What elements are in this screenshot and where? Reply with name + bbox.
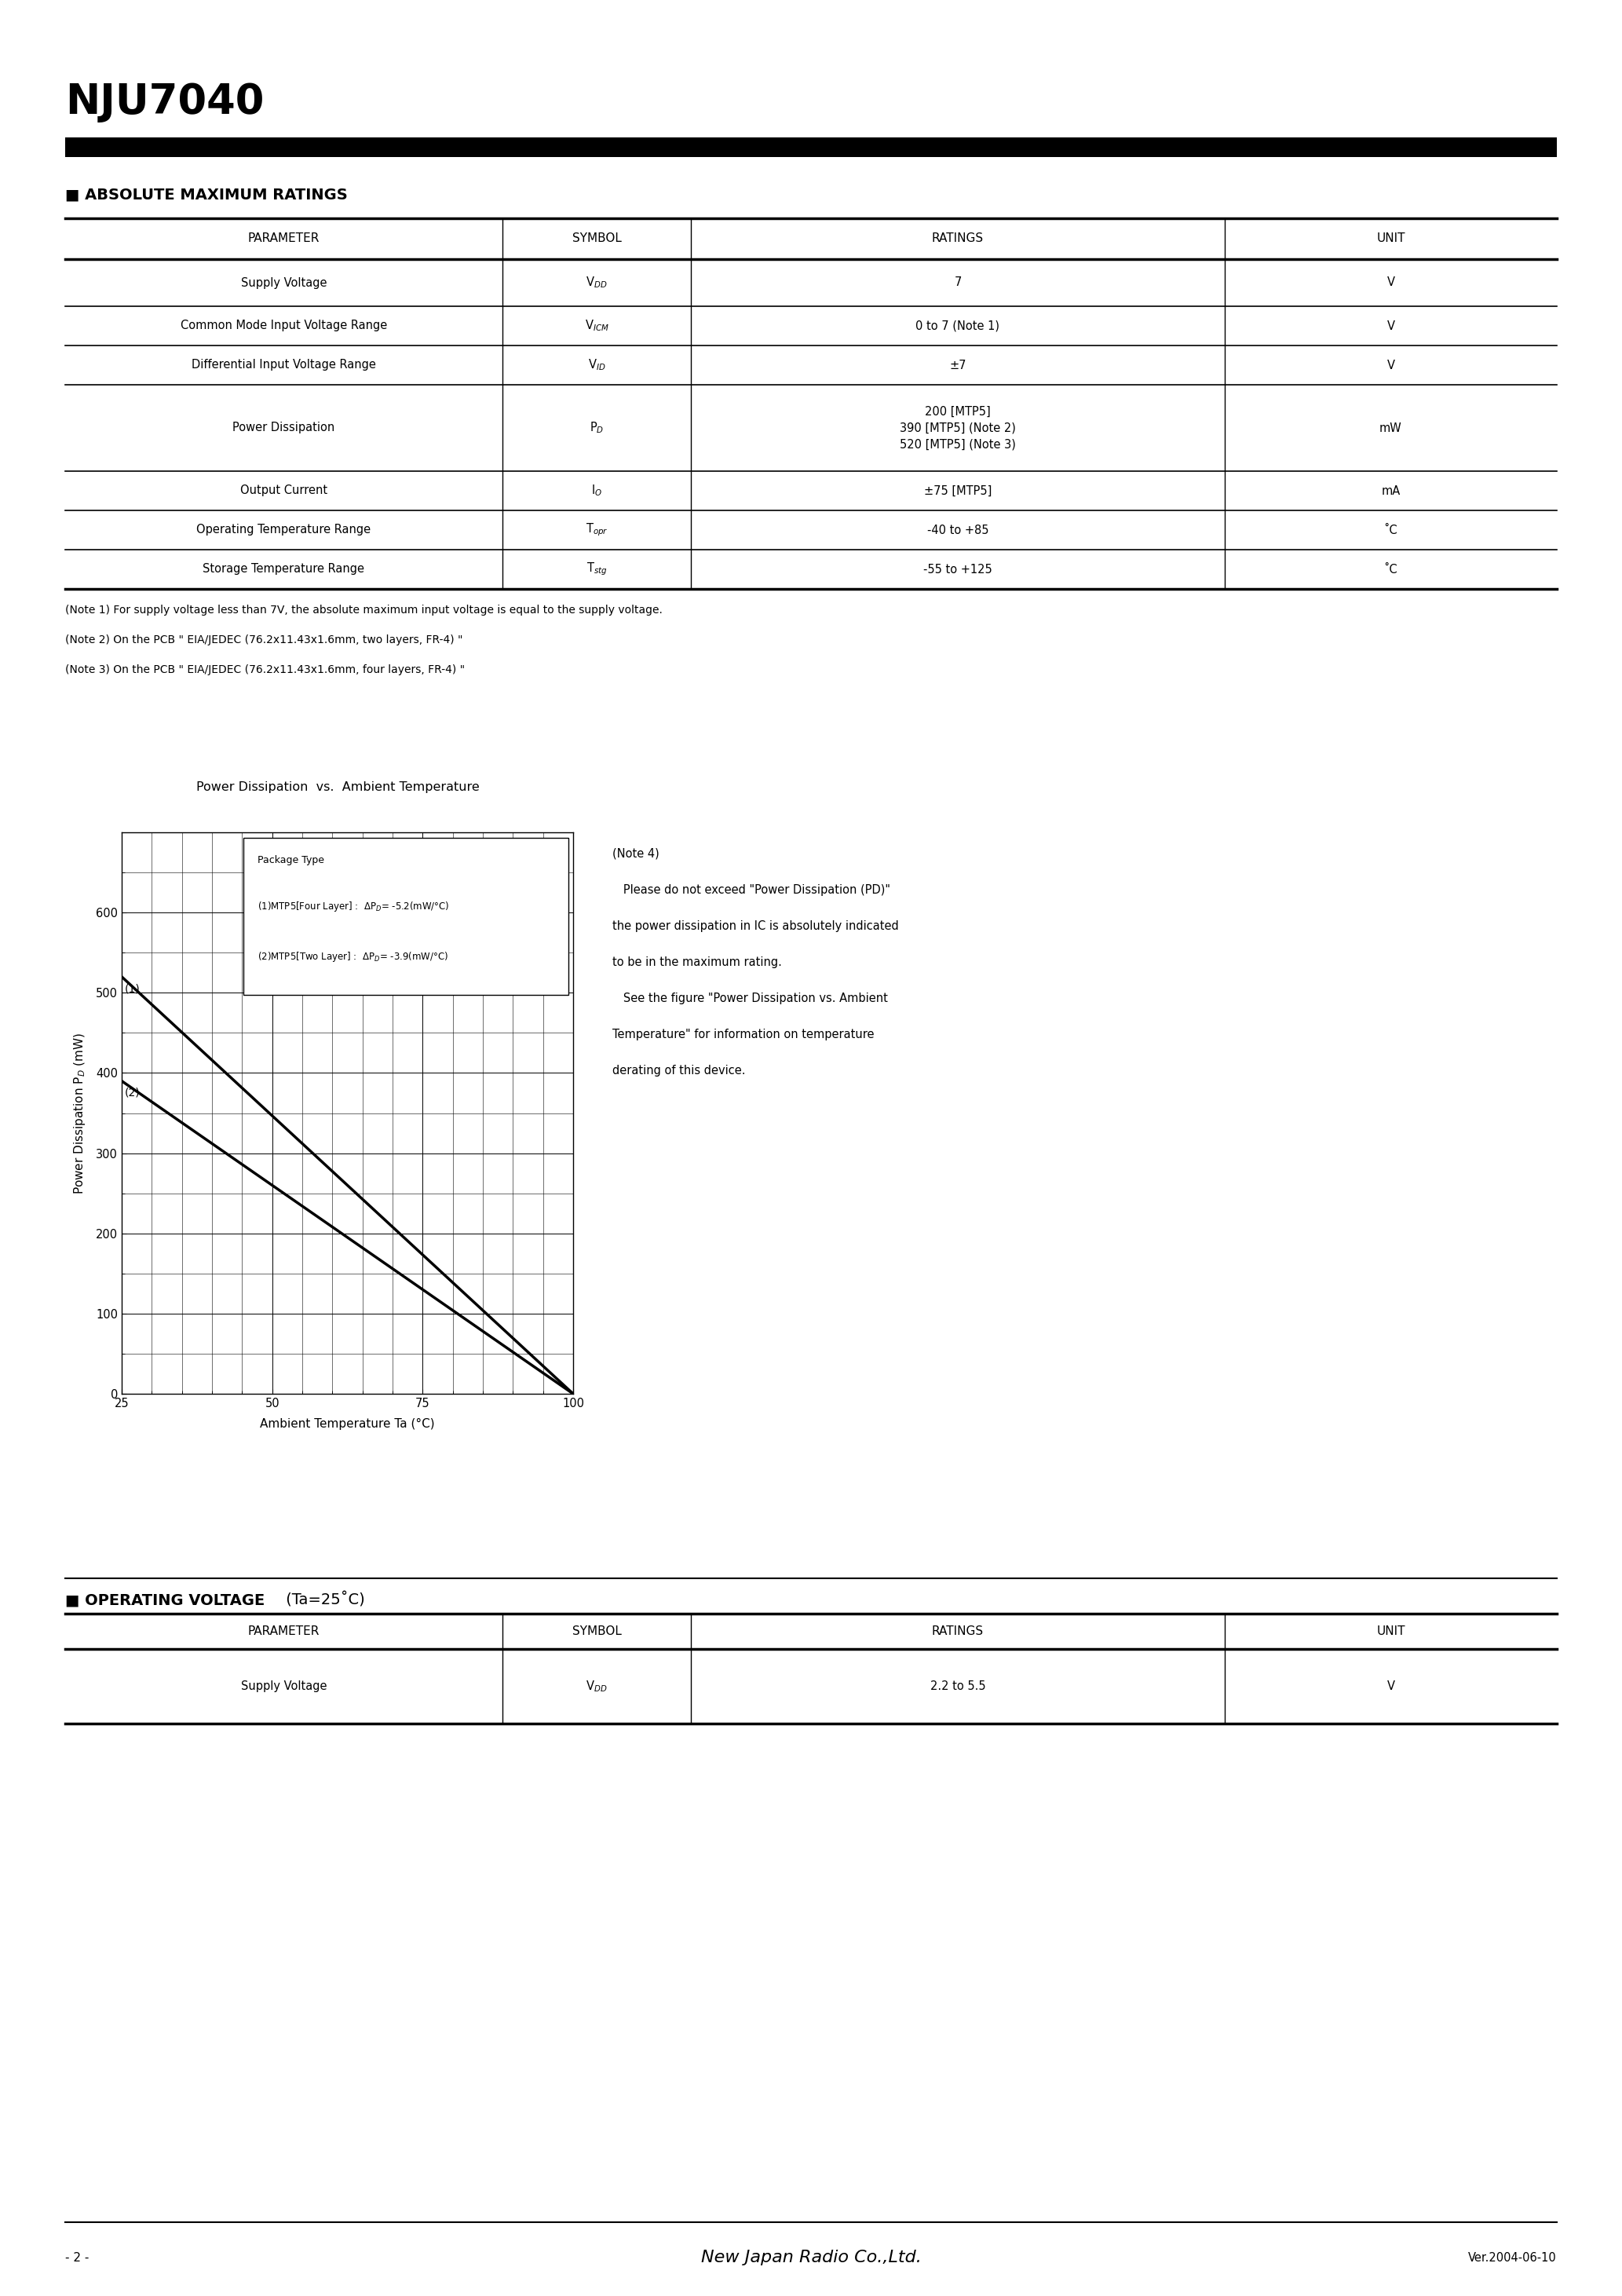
Text: SYMBOL: SYMBOL (573, 232, 621, 246)
Text: 2.2 to 5.5: 2.2 to 5.5 (929, 1681, 986, 1692)
Text: to be in the maximum rating.: to be in the maximum rating. (613, 957, 782, 969)
Text: P$_{D}$: P$_{D}$ (589, 420, 603, 436)
Text: UNIT: UNIT (1377, 1626, 1405, 1637)
Text: V: V (1387, 319, 1395, 331)
Text: I$_{O}$: I$_{O}$ (590, 484, 602, 498)
Text: derating of this device.: derating of this device. (613, 1065, 746, 1077)
Text: Power Dissipation  vs.  Ambient Temperature: Power Dissipation vs. Ambient Temperatur… (196, 781, 478, 792)
Text: V: V (1387, 1681, 1395, 1692)
Text: New Japan Radio Co.,Ltd.: New Japan Radio Co.,Ltd. (701, 2250, 921, 2266)
Text: Temperature" for information on temperature: Temperature" for information on temperat… (613, 1029, 874, 1040)
Text: (2)MTP5[Two Layer] :  ΔP$_D$= -3.9(mW/°C): (2)MTP5[Two Layer] : ΔP$_D$= -3.9(mW/°C) (258, 951, 448, 964)
Text: the power dissipation in IC is absolutely indicated: the power dissipation in IC is absolutel… (613, 921, 899, 932)
Text: Operating Temperature Range: Operating Temperature Range (196, 523, 371, 535)
Text: Ver.2004-06-10: Ver.2004-06-10 (1468, 2252, 1557, 2264)
Text: Supply Voltage: Supply Voltage (240, 278, 326, 289)
Text: - 2 -: - 2 - (65, 2252, 89, 2264)
Text: Storage Temperature Range: Storage Temperature Range (203, 563, 365, 576)
Text: T$_{opr}$: T$_{opr}$ (586, 521, 608, 537)
Text: V: V (1387, 358, 1395, 372)
Text: PARAMETER: PARAMETER (248, 1626, 320, 1637)
Text: V$_{DD}$: V$_{DD}$ (586, 276, 608, 289)
Text: SYMBOL: SYMBOL (573, 1626, 621, 1637)
Text: (Ta=25˚C): (Ta=25˚C) (281, 1593, 365, 1607)
Text: ˚C: ˚C (1384, 523, 1398, 535)
Text: -40 to +85: -40 to +85 (928, 523, 989, 535)
Text: (1): (1) (125, 983, 139, 994)
Text: UNIT: UNIT (1377, 232, 1405, 246)
X-axis label: Ambient Temperature Ta (°C): Ambient Temperature Ta (°C) (260, 1419, 435, 1430)
Bar (243, 838, 569, 994)
Text: Package Type: Package Type (258, 854, 324, 866)
Text: -55 to +125: -55 to +125 (923, 563, 993, 576)
Text: Power Dissipation: Power Dissipation (232, 422, 334, 434)
Text: ±75 [MTP5]: ±75 [MTP5] (925, 484, 991, 496)
Text: Differential Input Voltage Range: Differential Input Voltage Range (191, 358, 376, 372)
Text: ■ OPERATING VOLTAGE: ■ OPERATING VOLTAGE (65, 1593, 264, 1607)
Text: 200 [MTP5]
390 [MTP5] (Note 2)
520 [MTP5] (Note 3): 200 [MTP5] 390 [MTP5] (Note 2) 520 [MTP5… (900, 406, 1015, 450)
Text: V$_{ID}$: V$_{ID}$ (587, 358, 605, 372)
Text: PARAMETER: PARAMETER (248, 232, 320, 246)
Text: (1)MTP5[Four Layer] :  ΔP$_D$= -5.2(mW/°C): (1)MTP5[Four Layer] : ΔP$_D$= -5.2(mW/°C… (258, 900, 449, 914)
Text: RATINGS: RATINGS (933, 1626, 985, 1637)
Text: (Note 2) On the PCB " EIA/JEDEC (76.2x11.43x1.6mm, two layers, FR-4) ": (Note 2) On the PCB " EIA/JEDEC (76.2x11… (65, 634, 462, 645)
Text: ■ ABSOLUTE MAXIMUM RATINGS: ■ ABSOLUTE MAXIMUM RATINGS (65, 188, 347, 202)
Text: RATINGS: RATINGS (933, 232, 985, 246)
Text: (Note 4): (Note 4) (613, 847, 659, 859)
Text: T$_{stg}$: T$_{stg}$ (586, 560, 607, 576)
Text: (2): (2) (125, 1088, 139, 1097)
Text: ±7: ±7 (949, 358, 967, 372)
Bar (65, 138, 1557, 156)
Text: ˚C: ˚C (1384, 563, 1398, 576)
Text: (Note 3) On the PCB " EIA/JEDEC (76.2x11.43x1.6mm, four layers, FR-4) ": (Note 3) On the PCB " EIA/JEDEC (76.2x11… (65, 664, 466, 675)
Y-axis label: Power Dissipation P$_D$ (mW): Power Dissipation P$_D$ (mW) (71, 1033, 88, 1194)
Text: V$_{ICM}$: V$_{ICM}$ (584, 319, 608, 333)
Text: V$_{DD}$: V$_{DD}$ (586, 1678, 608, 1694)
Text: Output Current: Output Current (240, 484, 328, 496)
Text: 0 to 7 (Note 1): 0 to 7 (Note 1) (916, 319, 999, 331)
Text: mW: mW (1379, 422, 1401, 434)
Text: mA: mA (1382, 484, 1400, 496)
Text: Please do not exceed "Power Dissipation (PD)": Please do not exceed "Power Dissipation … (613, 884, 890, 895)
Text: (Note 1) For supply voltage less than 7V, the absolute maximum input voltage is : (Note 1) For supply voltage less than 7V… (65, 604, 662, 615)
Text: NJU7040: NJU7040 (65, 83, 264, 122)
Text: Supply Voltage: Supply Voltage (240, 1681, 326, 1692)
Text: Common Mode Input Voltage Range: Common Mode Input Voltage Range (180, 319, 388, 331)
Text: 7: 7 (954, 278, 962, 289)
Text: See the figure "Power Dissipation vs. Ambient: See the figure "Power Dissipation vs. Am… (613, 992, 887, 1003)
Text: V: V (1387, 278, 1395, 289)
